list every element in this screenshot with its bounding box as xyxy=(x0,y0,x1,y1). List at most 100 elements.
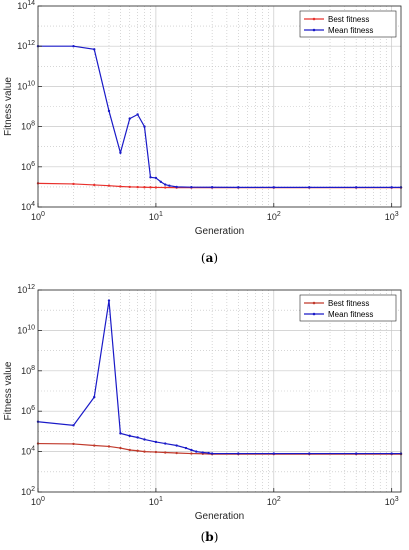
chart-b: 100 101 102 103 102 104 106 108 1010 1012 Generati… xyxy=(3,284,403,544)
series-group xyxy=(36,299,403,456)
data-point-mean xyxy=(201,451,205,454)
y-axis-label: Fitness value xyxy=(3,361,14,420)
axes-frame xyxy=(37,289,402,493)
x-tick-label: 102 xyxy=(267,496,281,507)
data-point-mean xyxy=(159,180,162,183)
figure-caption: (a) xyxy=(201,251,218,265)
data-point-best xyxy=(128,185,131,189)
data-point-mean xyxy=(184,446,188,450)
y-tick-label: 108 xyxy=(21,365,35,376)
data-point-mean xyxy=(119,432,122,435)
data-point-mean xyxy=(154,176,158,180)
legend-box xyxy=(299,294,397,322)
y-tick-label: 102 xyxy=(21,486,35,497)
data-point-mean xyxy=(143,438,146,441)
data-point-best xyxy=(149,186,152,189)
data-point-mean xyxy=(72,45,75,48)
data-point-mean xyxy=(136,113,139,116)
x-axis-label: Generation xyxy=(195,511,244,522)
y-tick-label: 104 xyxy=(21,446,35,457)
legend-marker-mean xyxy=(312,312,316,316)
data-point-mean xyxy=(308,452,311,455)
data-point-mean xyxy=(164,442,167,445)
legend-label-best: Best fitness xyxy=(328,299,369,308)
series-line-mean xyxy=(38,45,401,188)
data-point-mean xyxy=(195,450,198,453)
chart-a: 100 101 102 103 104 106 108 1010 1012 1014 Generat… xyxy=(3,0,403,265)
x-tick-label: 101 xyxy=(149,496,163,507)
y-tick-label: 106 xyxy=(21,161,35,172)
y-axis-label: Fitness value xyxy=(3,77,14,136)
data-point-mean xyxy=(210,186,214,189)
y-tick-label: 108 xyxy=(21,121,35,132)
y-tick-label: 104 xyxy=(21,201,35,212)
y-tick-label: 1014 xyxy=(17,0,35,11)
data-point-mean xyxy=(175,185,178,189)
data-point-mean xyxy=(272,186,275,189)
series-group xyxy=(36,45,403,189)
data-point-best xyxy=(190,452,193,455)
data-point-mean xyxy=(190,448,193,452)
data-point-mean xyxy=(128,434,131,438)
data-point-mean xyxy=(154,440,158,444)
data-point-mean xyxy=(390,186,393,189)
legend-marker-mean xyxy=(312,28,316,32)
figure-caption: (b) xyxy=(201,530,219,544)
legend-box xyxy=(299,10,397,38)
data-point-mean xyxy=(143,125,146,128)
data-point-mean xyxy=(354,452,358,455)
data-point-mean xyxy=(93,395,96,399)
y-tick-label: 1010 xyxy=(17,80,35,91)
axes-frame xyxy=(37,5,402,208)
data-point-mean xyxy=(128,117,131,120)
data-point-best xyxy=(107,445,111,448)
data-point-mean xyxy=(72,424,75,427)
data-point-best xyxy=(154,186,158,189)
data-point-mean xyxy=(237,452,240,455)
data-point-mean xyxy=(107,299,111,302)
x-tick-label: 102 xyxy=(267,211,281,222)
data-point-mean xyxy=(272,452,275,455)
legend-marker-best xyxy=(312,17,316,21)
x-tick-label: 100 xyxy=(31,211,45,222)
legend: Best fitness Mean fitness xyxy=(299,294,397,322)
data-point-mean xyxy=(354,186,358,189)
x-axis-label: Generation xyxy=(195,226,244,237)
data-point-best xyxy=(93,183,96,187)
data-point-best xyxy=(107,184,111,187)
y-tick-label: 106 xyxy=(21,405,35,416)
x-tick-label: 100 xyxy=(31,496,45,507)
data-point-mean xyxy=(237,186,240,189)
legend-label-mean: Mean fitness xyxy=(328,26,373,35)
data-point-best xyxy=(93,444,96,447)
legend-label-mean: Mean fitness xyxy=(328,310,373,319)
data-point-mean xyxy=(308,186,311,189)
data-point-best xyxy=(154,450,158,454)
legend-label-best: Best fitness xyxy=(328,15,369,24)
data-point-best xyxy=(164,451,167,454)
x-tick-label: 103 xyxy=(385,496,399,507)
data-point-best xyxy=(143,450,146,453)
data-point-mean xyxy=(190,185,193,189)
data-point-mean xyxy=(210,452,214,455)
legend-marker-best xyxy=(312,301,316,305)
data-point-best xyxy=(164,186,167,189)
data-point-best xyxy=(128,448,131,452)
data-point-best xyxy=(136,449,139,452)
data-point-mean xyxy=(149,176,152,179)
y-tick-label: 1012 xyxy=(17,284,35,295)
legend: Best fitness Mean fitness xyxy=(299,10,397,38)
data-point-best xyxy=(72,182,75,186)
data-point-best xyxy=(143,186,146,189)
data-point-best xyxy=(119,446,122,450)
data-point-mean xyxy=(390,452,393,455)
x-tick-label: 101 xyxy=(149,211,163,222)
y-tick-label: 1012 xyxy=(17,40,35,51)
data-point-mean xyxy=(207,451,210,455)
data-point-mean xyxy=(164,183,167,186)
data-point-best xyxy=(175,451,178,455)
x-tick-label: 103 xyxy=(385,211,399,222)
data-point-best xyxy=(119,185,122,188)
data-point-mean xyxy=(93,48,96,51)
